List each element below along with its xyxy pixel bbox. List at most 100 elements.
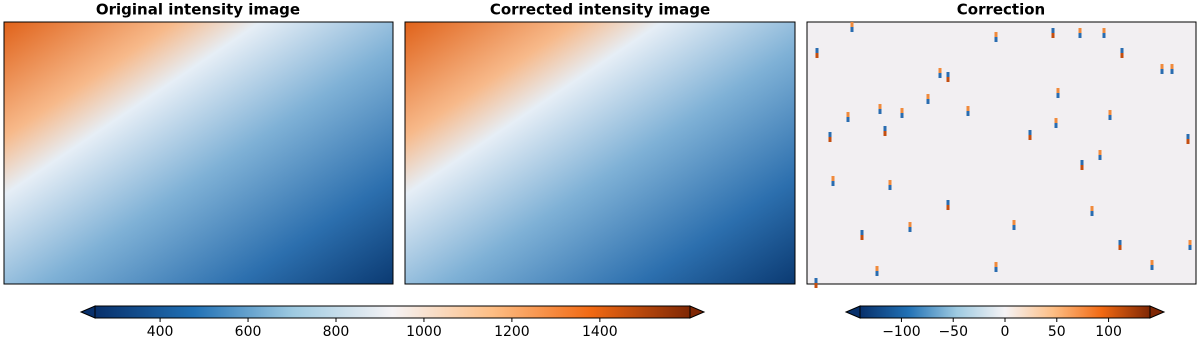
speck: [1051, 33, 1055, 38]
speck: [1108, 115, 1112, 120]
speck: [1186, 139, 1190, 144]
colorbar-tick-label: 50: [1048, 324, 1066, 340]
colorbar-tick-label: 1000: [406, 324, 442, 340]
speck: [1102, 28, 1106, 33]
speck: [1170, 64, 1174, 69]
speck: [1188, 240, 1192, 245]
speck: [828, 132, 832, 137]
image: [3, 21, 394, 285]
speck: [1170, 69, 1174, 74]
speck: [908, 227, 912, 232]
speck: [926, 99, 930, 104]
speck: [1051, 28, 1055, 33]
speck: [900, 113, 904, 118]
speck: [994, 37, 998, 42]
colorbar: [860, 306, 1150, 318]
speck: [1120, 48, 1124, 53]
speck: [1054, 123, 1058, 128]
image: [806, 21, 1197, 285]
speck: [1120, 53, 1124, 58]
colorbar-tick-label: −100: [882, 324, 920, 340]
speck: [1090, 211, 1094, 216]
speck: [883, 126, 887, 131]
colorbar-tick-label: 600: [235, 324, 262, 340]
speck: [946, 77, 950, 82]
speck: [815, 48, 819, 53]
speck: [860, 235, 864, 240]
speck: [1028, 130, 1032, 135]
panel-title: Correction: [957, 1, 1045, 19]
speck: [966, 106, 970, 111]
speck: [1056, 93, 1060, 98]
speck: [938, 68, 942, 73]
colorbar-tick-label: 100: [1095, 324, 1122, 340]
speck: [1150, 265, 1154, 270]
speck: [850, 27, 854, 32]
speck: [994, 267, 998, 272]
colorbar: [95, 306, 690, 318]
speck: [994, 262, 998, 267]
colorbar-tick-label: 0: [1001, 324, 1010, 340]
speck: [1028, 135, 1032, 140]
speck: [938, 73, 942, 78]
speck: [888, 185, 892, 190]
speck: [1186, 134, 1190, 139]
speck: [828, 137, 832, 142]
speck: [900, 108, 904, 113]
speck: [846, 112, 850, 117]
speck: [994, 32, 998, 37]
speck: [1188, 245, 1192, 250]
speck: [860, 230, 864, 235]
speck: [1118, 245, 1122, 250]
speck: [831, 176, 835, 181]
speck: [815, 53, 819, 58]
speck: [883, 131, 887, 136]
speck: [946, 72, 950, 77]
colorbar-tick-label: −50: [938, 324, 968, 340]
colorbar-tick-label: 800: [323, 324, 350, 340]
speck: [878, 109, 882, 114]
colorbar-frame: [94, 305, 691, 319]
speck: [1080, 160, 1084, 165]
speck: [1078, 33, 1082, 38]
speck: [1098, 155, 1102, 160]
speck: [814, 283, 818, 288]
speck: [1012, 225, 1016, 230]
speck: [875, 271, 879, 276]
speck: [850, 22, 854, 27]
speck: [946, 205, 950, 210]
speck: [878, 104, 882, 109]
panel-title: Corrected intensity image: [490, 1, 710, 19]
speck: [1150, 260, 1154, 265]
image: [404, 21, 796, 285]
speck: [875, 266, 879, 271]
colorbar-tick-label: 400: [147, 324, 174, 340]
speck: [926, 94, 930, 99]
panel-corrected: Corrected intensity image: [404, 1, 796, 285]
speck: [1012, 220, 1016, 225]
speck: [846, 117, 850, 122]
colorbar-tick-label: 1400: [582, 324, 618, 340]
panel-correction: Correction: [806, 1, 1197, 288]
speck: [814, 278, 818, 283]
speck: [1056, 88, 1060, 93]
speck: [888, 180, 892, 185]
colorbar-tick-label: 1200: [494, 324, 530, 340]
panel-title: Original intensity image: [96, 1, 300, 19]
speck: [908, 222, 912, 227]
colorbar-extend: [689, 305, 706, 319]
speck: [1078, 28, 1082, 33]
speck: [1102, 33, 1106, 38]
speck: [1160, 64, 1164, 69]
speck: [831, 181, 835, 186]
speck: [1098, 150, 1102, 155]
speck: [1090, 206, 1094, 211]
speck: [966, 111, 970, 116]
speck: [1080, 165, 1084, 170]
speck: [946, 200, 950, 205]
colorbar-extend: [79, 305, 96, 319]
speck: [1108, 110, 1112, 115]
speck: [1054, 118, 1058, 123]
colorbar-extend: [844, 305, 861, 319]
